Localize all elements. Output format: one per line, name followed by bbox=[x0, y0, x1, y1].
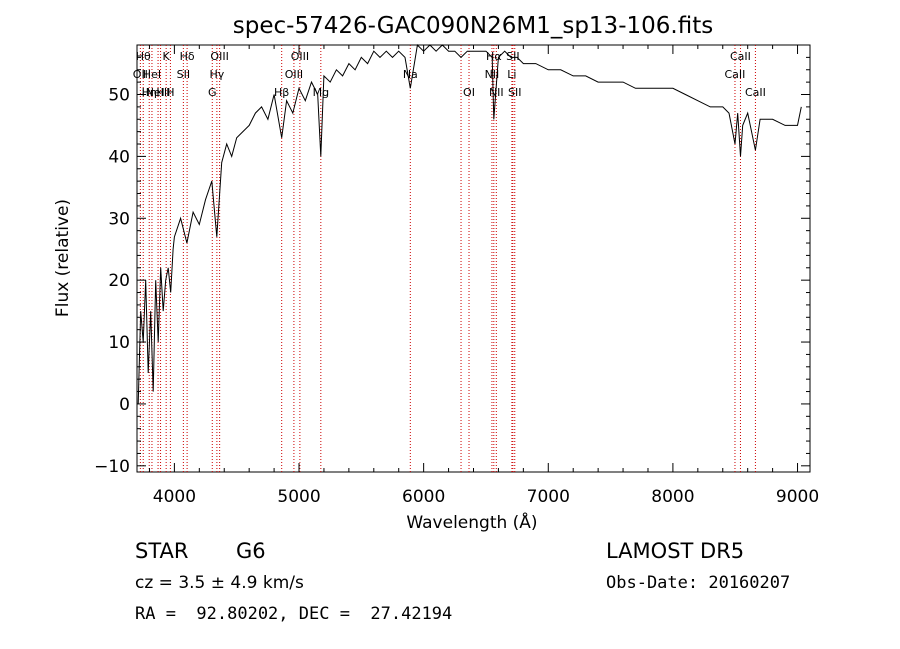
line-marker-label: Na bbox=[403, 68, 418, 81]
line-marker-label: K bbox=[163, 50, 171, 63]
spectrum-line bbox=[137, 43, 802, 404]
line-marker-label: NeIII bbox=[146, 86, 171, 99]
y-tick-label: 0 bbox=[119, 395, 130, 415]
line-marker-group bbox=[139, 45, 756, 472]
coordinates: RA = 92.80202, DEC = 27.42194 bbox=[135, 604, 453, 624]
line-marker-label: Mg bbox=[313, 86, 329, 99]
line-marker-label: CaII bbox=[725, 68, 746, 81]
line-marker-label-group: OIIHθHηHeINeIIIHKHSIIHδGHγOIIIHβOIIIOIII… bbox=[133, 50, 766, 99]
y-tick-label: 10 bbox=[108, 333, 130, 353]
line-marker-label: HeI bbox=[143, 68, 161, 81]
y-tick-label: 40 bbox=[108, 147, 130, 167]
line-marker-label: Hγ bbox=[209, 68, 224, 81]
y-tick-label: 20 bbox=[108, 271, 130, 291]
y-tick-label: 30 bbox=[108, 209, 130, 229]
line-marker-label: OIII bbox=[210, 50, 228, 63]
chart-title: spec-57426-GAC090N26M1_sp13-106.fits bbox=[233, 13, 713, 39]
line-marker-label: SII bbox=[508, 86, 521, 99]
x-tick-label: 8000 bbox=[651, 487, 694, 507]
line-marker-label: G bbox=[208, 86, 217, 99]
x-tick-label: 6000 bbox=[402, 487, 445, 507]
line-marker-label: OII bbox=[133, 68, 148, 81]
line-marker-label: Li bbox=[507, 68, 516, 81]
x-tick-label: 7000 bbox=[527, 487, 570, 507]
line-marker-label: SII bbox=[506, 50, 519, 63]
subclass: G6 bbox=[236, 539, 266, 563]
object-class: STAR bbox=[135, 539, 189, 563]
line-marker-label: Hθ bbox=[136, 50, 151, 63]
line-marker-label: OI bbox=[463, 86, 475, 99]
y-tick-label: 50 bbox=[108, 86, 130, 106]
y-tick-label: −10 bbox=[94, 457, 130, 477]
y-axis-label: Flux (relative) bbox=[53, 199, 73, 317]
obs-date: Obs-Date: 20160207 bbox=[606, 573, 791, 593]
line-marker-label: Hβ bbox=[274, 86, 289, 99]
survey-name: LAMOST DR5 bbox=[606, 539, 745, 563]
x-axis-label: Wavelength (Å) bbox=[406, 511, 537, 533]
line-marker-label: H bbox=[156, 86, 164, 99]
line-marker-label: OIII bbox=[291, 50, 309, 63]
line-marker-label: Hη bbox=[142, 86, 157, 99]
x-tick-label: 5000 bbox=[277, 487, 320, 507]
x-tick-label: 4000 bbox=[153, 487, 196, 507]
y-axis: −10 0 10 20 30 40 50 bbox=[94, 56, 810, 477]
plot-frame bbox=[136, 44, 811, 473]
redshift-cz: cz = 3.5 ± 4.9 km/s bbox=[135, 573, 304, 593]
line-marker-label: H bbox=[166, 86, 174, 99]
line-marker-label: NII bbox=[485, 68, 500, 81]
line-marker-label: SII bbox=[177, 68, 190, 81]
line-marker-label: Hα bbox=[486, 50, 502, 63]
line-marker-label: Hδ bbox=[180, 50, 195, 63]
line-marker-label: CaII bbox=[730, 50, 751, 63]
line-marker-label: CaII bbox=[745, 86, 766, 99]
x-axis: 4000 5000 6000 7000 8000 9000 bbox=[148, 45, 819, 507]
line-marker-label: OIII bbox=[285, 68, 303, 81]
x-tick-label: 9000 bbox=[776, 487, 819, 507]
